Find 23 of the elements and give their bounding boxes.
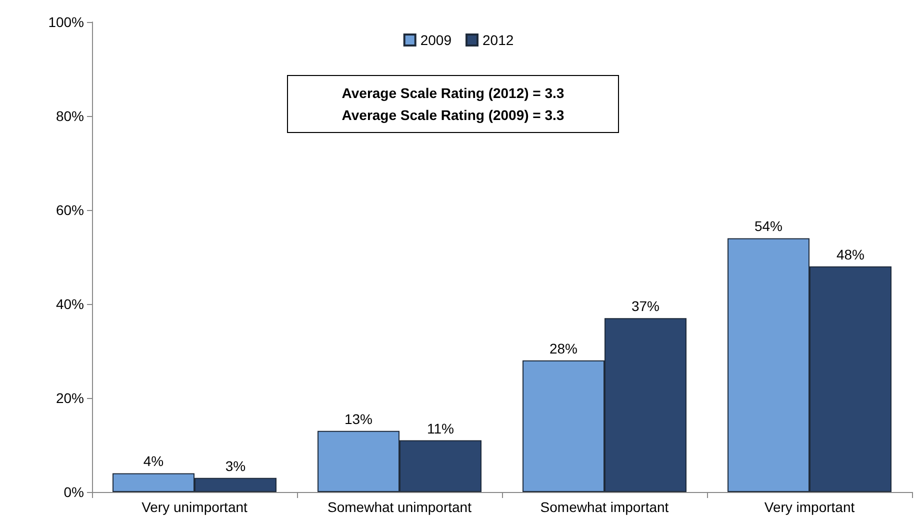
annotation: Average Scale Rating (2009) = 3.3 [340,106,566,125]
note-box: Average Scale Rating (2012) = 3.3 Average Scale Rating (2009) = 3.3 [287,75,619,133]
data-label: 13% [344,410,373,427]
y-tick-label: 0% [64,484,84,500]
x-tick-label: Somewhat important [540,499,669,515]
data-label: 48% [836,246,865,262]
annotation: Average Scale Rating (2012) = 3.3 [340,84,566,103]
data-label: 37% [631,298,660,314]
x-tick-label: Very unimportant [142,499,248,515]
x-tick-label: Somewhat unimportant [328,499,472,515]
y-tick-label: 40% [56,296,84,312]
data-label: 11% [427,420,454,436]
data-label: 4% [143,453,164,470]
legend-label: 2012 [482,32,514,48]
y-tick-label: 100% [48,14,84,30]
data-label: 54% [754,218,783,234]
x-tick-label: Very important [764,499,855,515]
legend-label: 2009 [420,32,452,48]
y-tick-label: 20% [56,390,84,406]
y-tick-label: 60% [56,202,84,218]
data-label: 3% [225,458,246,474]
y-tick-label: 80% [56,108,84,124]
data-label: 28% [549,340,578,356]
